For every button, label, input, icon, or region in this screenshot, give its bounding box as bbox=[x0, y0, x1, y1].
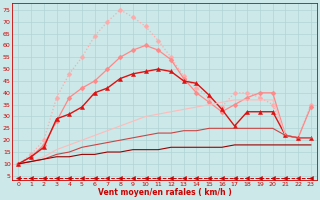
X-axis label: Vent moyen/en rafales ( km/h ): Vent moyen/en rafales ( km/h ) bbox=[98, 188, 231, 197]
